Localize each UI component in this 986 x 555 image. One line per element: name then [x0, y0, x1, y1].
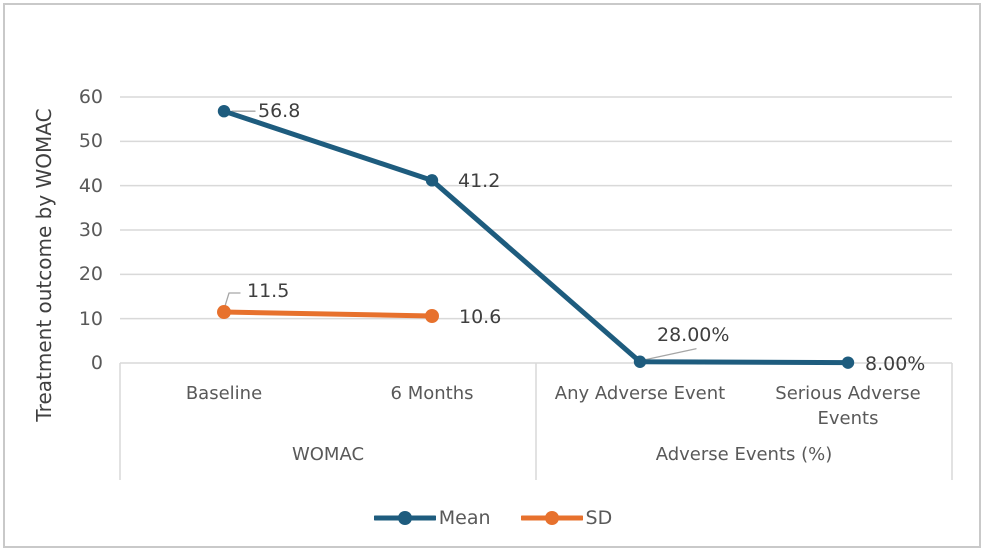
data-label-mean-1: 41.2 — [458, 169, 501, 192]
category-label-1: 6 Months — [390, 383, 474, 404]
y-tick-50: 50 — [78, 130, 103, 153]
y-tick-20: 20 — [78, 263, 103, 286]
data-label-leader-line — [644, 348, 697, 361]
series-line-sd — [221, 309, 435, 319]
data-label-leader-line — [224, 292, 241, 307]
legend-marker-icon — [373, 511, 436, 525]
series-marker-mean — [425, 174, 439, 187]
legend-item-sd: SD — [520, 507, 613, 529]
category-label-0: Baseline — [185, 383, 263, 404]
y-tick-30: 30 — [78, 219, 103, 241]
legend-label: SD — [585, 507, 613, 529]
y-tick-0: 0 — [90, 352, 103, 374]
y-tick-10: 10 — [78, 307, 103, 330]
category-label-2: Any Adverse Event — [554, 383, 726, 404]
data-label-mean-3: 8.00% — [865, 352, 926, 375]
y-tick-60: 60 — [78, 86, 103, 108]
legend-marker-icon — [520, 511, 583, 525]
series-marker-mean — [217, 104, 231, 118]
legend-item-mean: Mean — [373, 507, 491, 529]
data-label-mean-0: 56.8 — [258, 100, 301, 123]
data-label-mean-2: 28.00% — [657, 323, 730, 346]
category-group-label-1: Adverse Events (%) — [655, 444, 833, 465]
series-line-mean — [221, 108, 851, 366]
data-label-sd-0: 11.5 — [247, 280, 290, 303]
category-label-3: Serious Adverse Events — [775, 383, 921, 430]
y-tick-40: 40 — [78, 174, 103, 197]
legend: Mean SD — [0, 505, 986, 531]
series-marker-mean — [633, 355, 647, 368]
legend-label: Mean — [438, 507, 491, 529]
series-marker-sd — [217, 305, 231, 320]
category-group-label-0: WOMAC — [291, 444, 365, 465]
series-marker-mean — [841, 356, 855, 369]
data-label-sd-1: 10.6 — [459, 306, 502, 328]
series-marker-sd — [425, 309, 439, 324]
